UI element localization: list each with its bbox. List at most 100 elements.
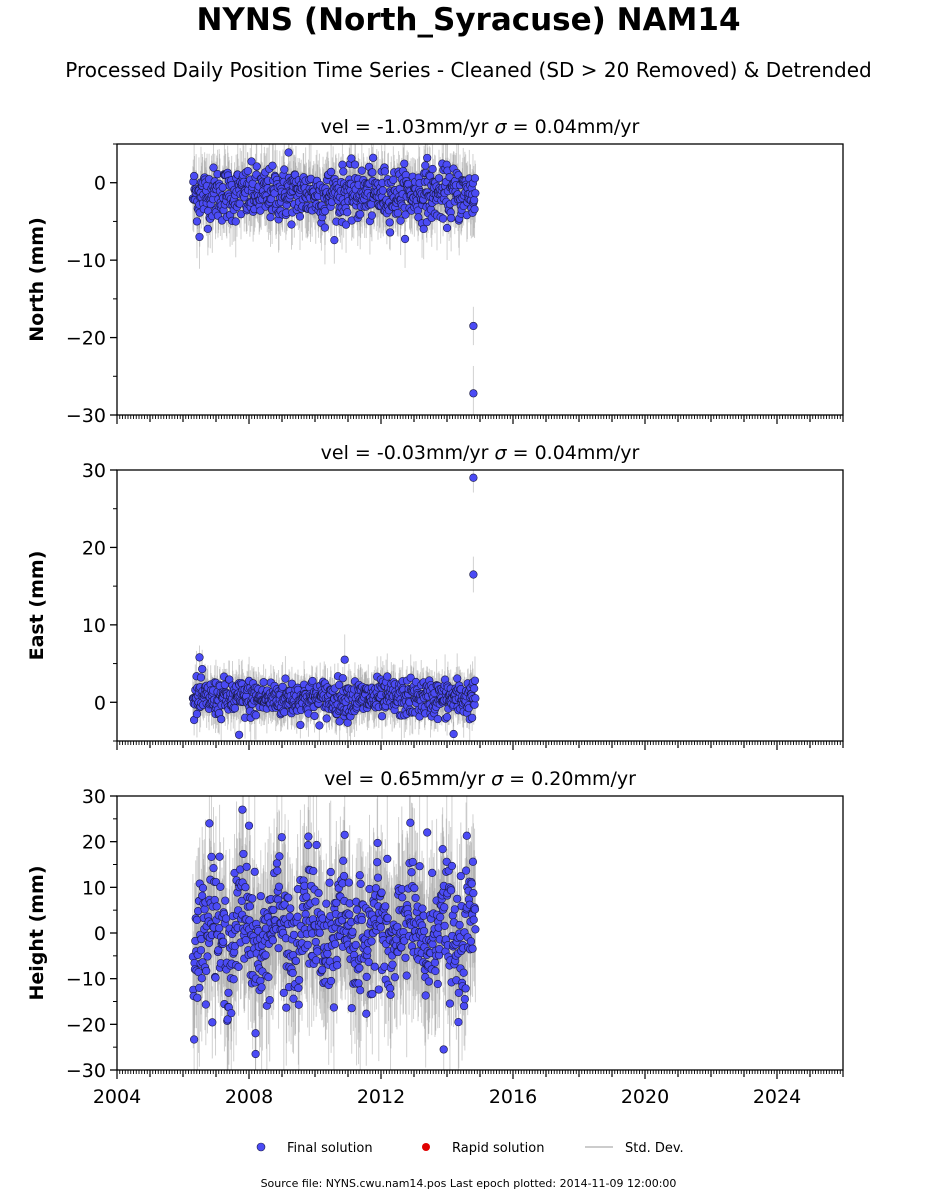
final-solution-point bbox=[374, 985, 383, 994]
final-solution-point bbox=[339, 871, 349, 881]
final-solution-point bbox=[340, 830, 349, 839]
final-solution-point bbox=[331, 939, 340, 949]
final-solution-point bbox=[277, 833, 286, 842]
final-solution-point bbox=[230, 704, 240, 713]
final-solution-point bbox=[380, 167, 389, 176]
final-solution-point bbox=[229, 975, 238, 984]
final-solution-point bbox=[197, 974, 206, 983]
final-solution-point bbox=[216, 882, 225, 891]
final-solution-point bbox=[215, 852, 224, 861]
final-solution-point bbox=[470, 676, 480, 685]
sigma-symbol: σ bbox=[491, 768, 504, 790]
final-solution-point bbox=[364, 958, 373, 967]
final-solution-point bbox=[327, 976, 336, 986]
final-solution-point bbox=[447, 886, 456, 895]
final-solution-point bbox=[423, 828, 432, 837]
final-solution-point bbox=[469, 473, 478, 482]
final-solution-point bbox=[421, 991, 430, 1000]
final-solution-point bbox=[423, 153, 432, 163]
final-solution-point bbox=[376, 923, 385, 932]
final-solution-point bbox=[345, 910, 354, 919]
final-solution-point bbox=[196, 946, 206, 955]
y-axis-label: East (mm) bbox=[26, 551, 48, 661]
final-solution-point bbox=[469, 915, 478, 924]
final-solution-point bbox=[386, 228, 395, 237]
final-solution-point bbox=[407, 868, 416, 877]
final-solution-point bbox=[293, 912, 302, 921]
y-tick-label: 10 bbox=[82, 877, 106, 899]
final-solution-point bbox=[323, 949, 332, 958]
final-solution-point bbox=[449, 729, 458, 739]
final-solution-point bbox=[428, 868, 437, 877]
final-solution-point bbox=[320, 206, 330, 216]
final-solution-point bbox=[281, 674, 290, 683]
final-solution-point bbox=[378, 186, 387, 195]
final-solution-point bbox=[265, 996, 274, 1005]
final-solution-point bbox=[192, 915, 202, 925]
final-solution-point bbox=[340, 655, 349, 664]
y-tick-label: 0 bbox=[94, 923, 106, 945]
final-solution-point bbox=[251, 1049, 260, 1059]
final-solution-point bbox=[221, 914, 231, 923]
final-solution-point bbox=[350, 160, 360, 169]
final-solution-point bbox=[414, 213, 423, 222]
final-solution-point bbox=[439, 1045, 448, 1054]
final-solution-point bbox=[373, 858, 382, 867]
final-solution-point bbox=[362, 972, 371, 981]
final-solution-point bbox=[268, 936, 278, 945]
final-solution-point bbox=[442, 713, 452, 722]
final-solution-point bbox=[266, 213, 275, 222]
final-solution-point bbox=[430, 958, 440, 967]
final-solution-point bbox=[418, 904, 427, 913]
y-tick-label: 20 bbox=[82, 832, 106, 854]
final-solution-point bbox=[201, 1000, 210, 1009]
final-solution-point bbox=[198, 883, 208, 893]
y-tick-label: 20 bbox=[82, 537, 106, 559]
final-solution-point bbox=[351, 940, 360, 950]
data-points bbox=[188, 144, 480, 415]
final-solution-point bbox=[302, 892, 311, 901]
final-solution-point bbox=[221, 896, 230, 905]
final-solution-point bbox=[383, 854, 392, 863]
final-solution-point bbox=[470, 196, 479, 205]
sigma-label: = 0.20mm/yr bbox=[503, 768, 636, 790]
final-solution-point bbox=[468, 944, 477, 953]
final-solution-point bbox=[471, 694, 480, 703]
final-solution-point bbox=[453, 894, 462, 903]
final-solution-point bbox=[198, 664, 207, 674]
final-solution-point bbox=[401, 210, 410, 219]
final-solution-point bbox=[274, 944, 283, 953]
final-solution-point bbox=[200, 905, 209, 914]
final-solution-point bbox=[470, 205, 479, 214]
y-tick-label: −20 bbox=[66, 1014, 106, 1036]
final-solution-point bbox=[454, 1018, 463, 1027]
final-solution-point bbox=[355, 963, 364, 973]
final-solution-point bbox=[442, 223, 452, 233]
final-solution-point bbox=[338, 160, 347, 169]
final-solution-point bbox=[309, 866, 318, 876]
final-solution-point bbox=[195, 983, 204, 992]
final-solution-point bbox=[352, 905, 362, 914]
final-solution-point bbox=[318, 965, 327, 974]
final-solution-point bbox=[244, 821, 254, 830]
final-solution-point bbox=[459, 968, 468, 977]
final-solution-point bbox=[243, 166, 252, 176]
y-tick-label: −10 bbox=[66, 250, 106, 272]
final-solution-point bbox=[311, 937, 320, 947]
final-solution-point bbox=[381, 902, 390, 911]
final-solution-point bbox=[461, 984, 470, 993]
final-solution-point bbox=[326, 867, 335, 877]
final-solution-point bbox=[447, 214, 456, 223]
final-solution-point bbox=[257, 983, 266, 992]
final-solution-point bbox=[289, 930, 299, 939]
final-solution-point bbox=[400, 234, 410, 244]
panel-velocity-title: vel = -0.03mm/yr σ = 0.04mm/yr bbox=[321, 442, 640, 464]
final-solution-point bbox=[209, 864, 218, 873]
final-solution-point bbox=[280, 708, 289, 717]
panel-velocity-title: vel = -1.03mm/yr σ = 0.04mm/yr bbox=[321, 116, 640, 138]
final-solution-point bbox=[311, 897, 320, 906]
final-solution-point bbox=[202, 966, 211, 976]
final-solution-point bbox=[402, 971, 411, 980]
final-solution-point bbox=[434, 174, 444, 183]
final-solution-point bbox=[208, 1018, 217, 1027]
